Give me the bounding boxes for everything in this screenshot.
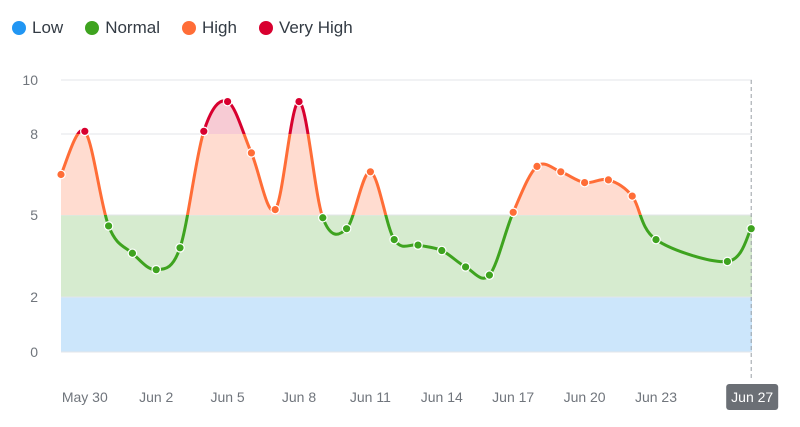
band-group	[61, 215, 752, 352]
y-tick-label: 0	[30, 344, 38, 360]
legend-item-high[interactable]: High	[181, 18, 237, 38]
data-point	[294, 96, 304, 107]
data-point	[341, 223, 352, 234]
data-point	[175, 243, 185, 253]
legend-dot-high	[181, 21, 196, 35]
legend-dot-low	[12, 21, 26, 35]
x-tick-label: Jun 27	[731, 389, 773, 405]
legend-dot-normal	[85, 21, 100, 35]
data-point	[627, 191, 637, 201]
x-tick-label: Jun 14	[421, 389, 463, 405]
legend-dot-very-high	[258, 21, 273, 35]
band-fill-high	[61, 134, 752, 215]
legend-item-very-high[interactable]: Very High	[258, 18, 353, 38]
data-point	[222, 96, 233, 107]
data-point	[127, 248, 138, 259]
x-tick-label: May 30	[62, 389, 108, 405]
data-point	[199, 126, 209, 137]
data-point	[80, 126, 90, 137]
y-tick-label: 5	[30, 207, 38, 223]
chart-legend: Low Normal High Very High	[12, 18, 353, 38]
x-tick-label: Jun 20	[564, 389, 606, 405]
x-tick-highlight-badge	[726, 384, 779, 410]
legend-label-very-high: Very High	[278, 18, 353, 37]
data-point	[460, 262, 471, 272]
x-tick-label: Jun 2	[139, 389, 173, 405]
data-point	[246, 148, 257, 158]
data-point	[508, 207, 518, 218]
data-point	[746, 223, 756, 234]
y-tick-label: 2	[30, 289, 38, 305]
series-line-normal	[103, 215, 753, 280]
data-point	[579, 177, 590, 188]
band-low	[61, 297, 752, 352]
data-point	[436, 245, 447, 256]
legend-label-normal: Normal	[105, 18, 160, 37]
data-point	[603, 175, 614, 185]
x-tick-label: Jun 8	[282, 389, 316, 405]
data-point	[722, 256, 733, 267]
x-tick-label: Jun 5	[210, 389, 244, 405]
x-tick-label: Jun 23	[635, 389, 677, 405]
upper-band-fill	[61, 100, 752, 215]
legend-label-high: High	[201, 18, 237, 37]
legend-label-low: Low	[32, 18, 64, 37]
band-normal	[61, 215, 752, 297]
data-point	[270, 204, 280, 215]
data-point	[651, 234, 661, 245]
x-tick-label: Jun 17	[492, 389, 534, 405]
band-fill-very-high	[61, 100, 752, 134]
data-point	[365, 167, 376, 177]
data-point	[389, 234, 399, 245]
data-point	[56, 169, 66, 180]
data-point	[484, 270, 495, 280]
data-point	[532, 161, 542, 172]
data-point	[103, 221, 114, 231]
data-point	[317, 212, 328, 223]
y-tick-label: 10	[22, 72, 38, 88]
data-point	[413, 240, 423, 250]
legend-item-normal[interactable]: Normal	[85, 18, 160, 38]
data-point	[555, 167, 566, 177]
data-point	[151, 264, 161, 275]
y-tick-label: 8	[30, 126, 38, 142]
x-tick-label: Jun 11	[350, 389, 391, 405]
legend-item-low[interactable]: Low	[12, 18, 63, 38]
